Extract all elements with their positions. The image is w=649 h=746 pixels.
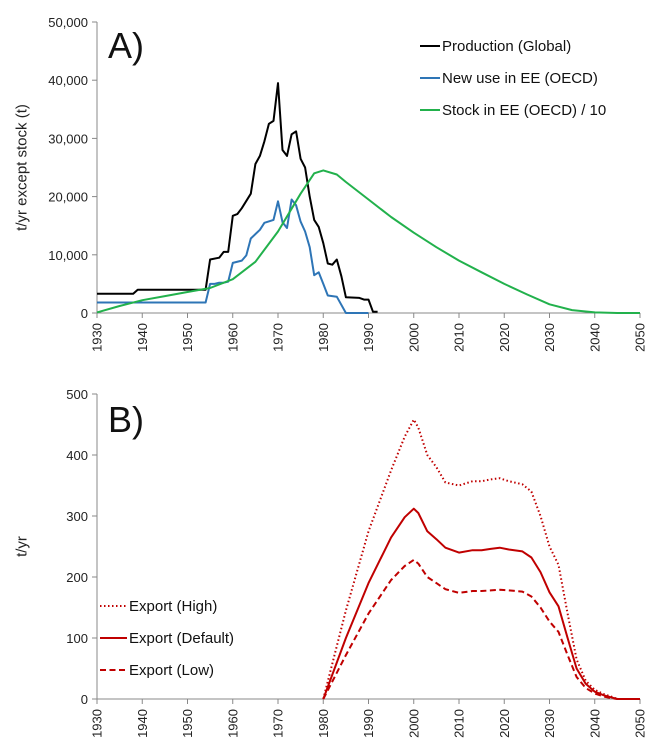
- series-line: [322, 418, 640, 700]
- y-tick-label: 50,000: [48, 15, 88, 30]
- y-tick-label: 100: [66, 631, 88, 646]
- x-tick-label: 1940: [135, 323, 150, 352]
- chart-panel-b: 0 100 200 300 400 500 1930 1940 1950 1960 1970 1980…: [14, 387, 648, 738]
- legend-label: Production (Global): [442, 38, 571, 55]
- series-line: [322, 558, 640, 700]
- series-line: [96, 169, 640, 314]
- y-tick-label: 40,000: [48, 73, 88, 88]
- x-tick-label: 2030: [542, 709, 557, 738]
- y-tick-label: 400: [66, 448, 88, 463]
- y-tick-label: 20,000: [48, 190, 88, 205]
- y-tick-label: 500: [66, 387, 88, 402]
- y-tick-label: 0: [81, 306, 88, 321]
- legend-label: Export (High): [129, 598, 217, 615]
- series-line: [97, 82, 378, 313]
- x-tick-label: 2040: [587, 323, 602, 352]
- x-tick-label: 2010: [452, 323, 467, 352]
- x-tick-label: 1940: [135, 709, 150, 738]
- y-tick-label: 300: [66, 509, 88, 524]
- legend-label: Export (Low): [129, 662, 214, 679]
- x-tick-label: 1990: [361, 323, 376, 352]
- x-tick-label: 1970: [271, 323, 286, 352]
- x-tick-label: 2040: [587, 709, 602, 738]
- y-tick-label: 30,000: [48, 131, 88, 146]
- legend-label: Export (Default): [129, 630, 234, 647]
- y-tick-label: 10,000: [48, 248, 88, 263]
- x-tick-label: 1980: [316, 709, 331, 738]
- x-tick-label: 2000: [406, 323, 421, 352]
- legend: Production (Global) New use in EE (OECD) S…: [420, 38, 606, 119]
- x-tick-label: 2010: [452, 709, 467, 738]
- x-tick-label: 1970: [271, 709, 286, 738]
- y-tick-label: 0: [81, 692, 88, 707]
- x-tick-label: 2000: [406, 709, 421, 738]
- y-tick-label: 200: [66, 570, 88, 585]
- x-tick-label: 1980: [316, 323, 331, 352]
- panel-label: B): [108, 399, 144, 440]
- chart-panel-a: 0 10,000 20,000 30,000 40,000 50,000 1930 1940 1…: [14, 15, 648, 352]
- x-tick-label: 2020: [497, 709, 512, 738]
- legend: Export (High) Export (Default) Export (Low…: [100, 598, 234, 679]
- x-tick-label: 1960: [225, 323, 240, 352]
- x-tick-label: 1930: [90, 709, 105, 738]
- legend-label: Stock in EE (OECD) / 10: [442, 102, 606, 119]
- y-axis-title: t/yr except stock (t): [14, 104, 31, 231]
- x-tick-label: 2050: [633, 323, 648, 352]
- panel-label: A): [108, 25, 144, 66]
- x-tick-label: 2050: [633, 709, 648, 738]
- legend-label: New use in EE (OECD): [442, 70, 598, 87]
- x-tick-label: 1950: [180, 323, 195, 352]
- x-tick-label: 1950: [180, 709, 195, 738]
- x-tick-label: 1990: [361, 709, 376, 738]
- y-axis-title: t/yr: [14, 536, 31, 557]
- series-line: [322, 507, 640, 700]
- x-tick-label: 1960: [225, 709, 240, 738]
- x-tick-label: 2020: [497, 323, 512, 352]
- x-tick-label: 2030: [542, 323, 557, 352]
- x-tick-label: 1930: [90, 323, 105, 352]
